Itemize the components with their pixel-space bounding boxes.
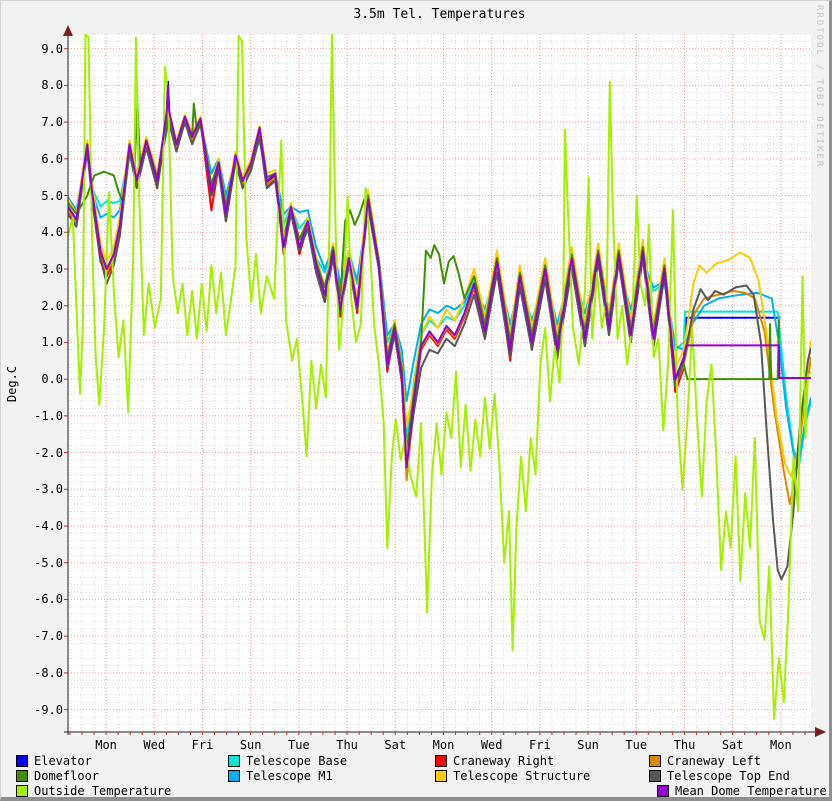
y-tick-label: 5.0 [1,189,63,203]
legend-label: Mean Dome Temperature [675,784,827,798]
y-tick-label: -7.0 [1,629,63,643]
x-tick-label: Mon [757,738,805,752]
legend-swatch-icon [435,755,447,767]
y-tick-label: -5.0 [1,556,63,570]
x-tick-label: Sat [709,738,757,752]
x-tick-label: Fri [178,738,226,752]
x-tick-label: Wed [130,738,178,752]
legend-swatch-icon [228,770,240,782]
y-axis-arrow-icon [63,25,73,36]
legend-swatch-icon [16,770,28,782]
legend-label: Telescope Base [246,754,347,768]
legend-item: Craneway Right [435,753,554,768]
legend-label: Craneway Left [667,754,761,768]
y-tick-label: -4.0 [1,519,63,533]
y-tick-label: -1.0 [1,409,63,423]
x-tick-label: Sun [564,738,612,752]
legend-swatch-icon [435,770,447,782]
y-tick-label: 7.0 [1,115,63,129]
y-tick-label: 3.0 [1,262,63,276]
y-tick-label: -6.0 [1,592,63,606]
rrdtool-graph: 3.5m Tel. Temperatures Deg.C MonWedFriSu… [0,0,832,801]
legend-swatch-icon [657,785,669,797]
y-tick-label: 2.0 [1,299,63,313]
legend-item: Telescope Base [228,753,347,768]
legend-swatch-icon [649,755,661,767]
y-tick-label: 1.0 [1,335,63,349]
legend-item: Telescope Structure [435,768,590,783]
y-tick-label: 6.0 [1,152,63,166]
legend-item: Craneway Left [649,753,761,768]
legend-item: Elevator [16,753,92,768]
x-tick-label: Thu [660,738,708,752]
x-tick-label: Sat [371,738,419,752]
legend-label: Craneway Right [453,754,554,768]
legend-label: Telescope Structure [453,769,590,783]
x-tick-label: Sun [227,738,275,752]
chart-plot [1,1,832,746]
y-tick-label: 8.0 [1,78,63,92]
legend-item: Mean Dome Temperature [657,783,827,798]
legend-label: Elevator [34,754,92,768]
legend-swatch-icon [228,755,240,767]
legend-label: Domefloor [34,769,99,783]
x-tick-label: Tue [612,738,660,752]
x-axis-arrow-icon [815,727,826,737]
y-tick-label: 4.0 [1,225,63,239]
y-tick-label: 0.0 [1,372,63,386]
legend-label: Outside Temperature [34,784,171,798]
watermark-text: RRDTOOL / TOBI OETIKER [814,5,824,168]
legend-label: Telescope Top End [667,769,790,783]
legend-swatch-icon [16,785,28,797]
y-tick-label: -2.0 [1,446,63,460]
x-tick-label: Thu [323,738,371,752]
legend-swatch-icon [649,770,661,782]
legend-item: Telescope Top End [649,768,790,783]
x-tick-label: Mon [419,738,467,752]
x-tick-label: Fri [516,738,564,752]
x-tick-label: Wed [468,738,516,752]
legend-item: Domefloor [16,768,99,783]
x-tick-label: Mon [82,738,130,752]
y-tick-label: -9.0 [1,703,63,717]
legend-item: Outside Temperature [16,783,171,798]
y-tick-label: 9.0 [1,42,63,56]
legend-swatch-icon [16,755,28,767]
legend-label: Telescope M1 [246,769,333,783]
y-tick-label: -3.0 [1,482,63,496]
y-tick-label: -8.0 [1,666,63,680]
legend-item: Telescope M1 [228,768,333,783]
x-tick-label: Tue [275,738,323,752]
